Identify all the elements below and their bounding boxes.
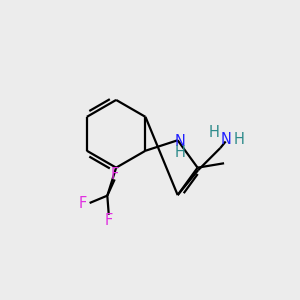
Text: H: H bbox=[175, 145, 185, 160]
Text: N: N bbox=[220, 132, 231, 147]
Text: F: F bbox=[105, 213, 113, 228]
Text: F: F bbox=[110, 167, 119, 182]
Text: F: F bbox=[79, 196, 87, 211]
Text: N: N bbox=[175, 134, 185, 149]
Text: H: H bbox=[208, 125, 219, 140]
Text: H: H bbox=[233, 132, 244, 147]
